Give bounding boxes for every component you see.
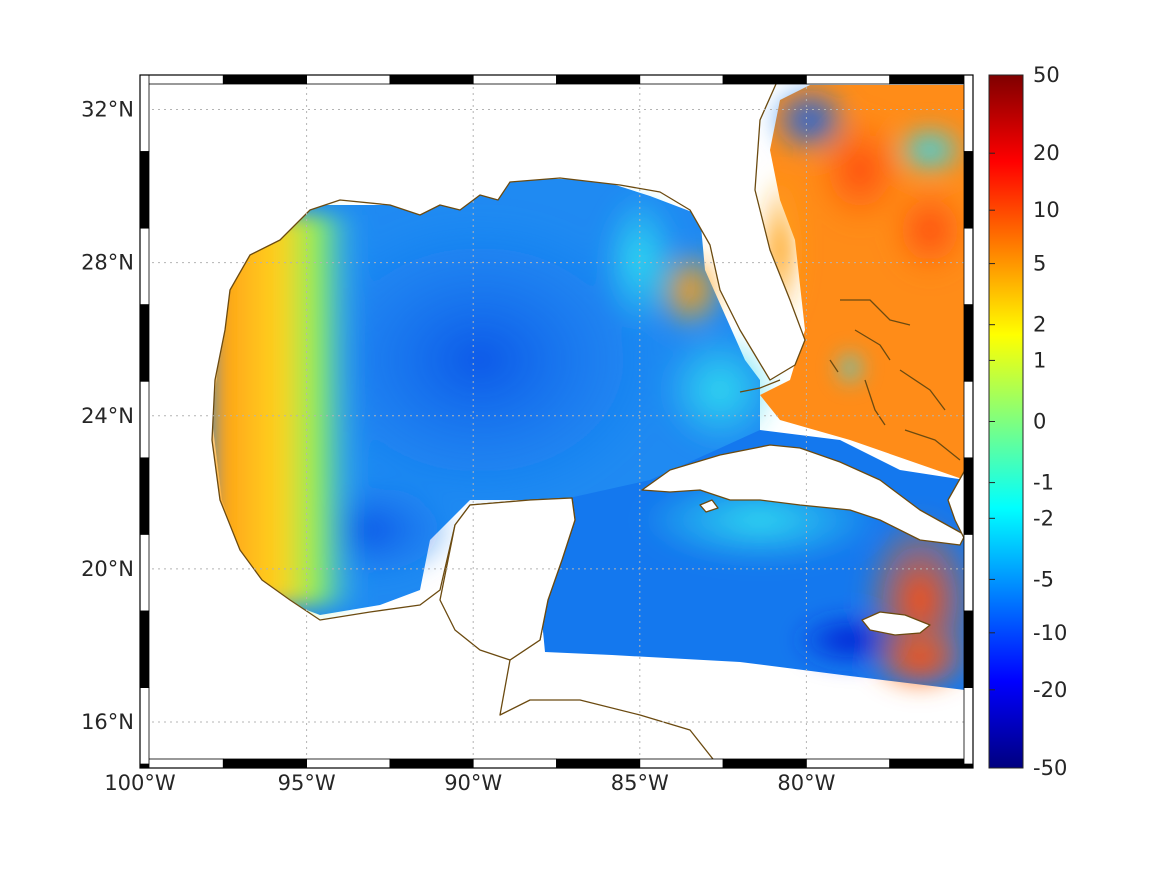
lon-tick-label: 80°W xyxy=(777,771,835,795)
map-frame xyxy=(139,74,974,769)
land-yucatan xyxy=(439,497,576,661)
frame-segment xyxy=(963,227,974,306)
colorbar-tick-label: -1 xyxy=(1033,471,1054,495)
frame-segment xyxy=(389,758,474,769)
frame-segment xyxy=(222,74,308,85)
frame-segment xyxy=(963,687,974,765)
frame-segment xyxy=(306,758,391,769)
land-isle-of-youth xyxy=(699,499,719,513)
colorbar-tick-label: 10 xyxy=(1033,198,1060,222)
colorbar-tick-label: 50 xyxy=(1033,63,1060,87)
frame-segment xyxy=(472,758,557,769)
longitude-tick-labels: 100°W 95°W 90°W 85°W 80°W xyxy=(104,771,835,795)
frame-segment xyxy=(963,380,974,459)
colorbar-tick-label: -20 xyxy=(1033,678,1067,702)
frame-segment xyxy=(139,758,224,769)
frame-segment xyxy=(639,74,724,85)
frame-segment xyxy=(389,74,474,85)
lon-tick-label: 90°W xyxy=(444,771,502,795)
frame-segment xyxy=(722,74,807,85)
land-cuba xyxy=(641,444,966,546)
frame-segment xyxy=(139,380,150,459)
frame-segment xyxy=(306,74,391,85)
lat-tick-label: 24°N xyxy=(81,404,134,428)
colorbar-tick-label: -2 xyxy=(1033,506,1054,530)
frame-segment xyxy=(963,151,974,229)
lon-tick-label: 85°W xyxy=(611,771,669,795)
colorbar-tick-label: 20 xyxy=(1033,141,1060,165)
frame-segment xyxy=(139,151,150,229)
frame-segment xyxy=(963,610,974,688)
frame-segment xyxy=(139,687,150,765)
frame-segment xyxy=(889,758,974,769)
colorbar-tick-label: 2 xyxy=(1033,313,1046,337)
frame-segment xyxy=(722,758,807,769)
frame-segment xyxy=(963,74,974,152)
frame-segment xyxy=(556,74,641,85)
lon-tick-label: 95°W xyxy=(278,771,336,795)
frame-segment xyxy=(889,74,974,85)
frame-segment xyxy=(139,534,150,612)
frame-segment xyxy=(963,457,974,535)
colorbar-tick-label: 5 xyxy=(1033,252,1046,276)
frame-segment xyxy=(639,758,724,769)
land-florida-keys xyxy=(739,379,781,393)
frame-segment xyxy=(139,74,224,85)
colorbar-tick-label: -10 xyxy=(1033,621,1067,645)
land-jamaica xyxy=(861,611,931,636)
lat-tick-label: 16°N xyxy=(81,710,134,734)
frame-segment xyxy=(139,610,150,688)
colorbar-tick-label: 0 xyxy=(1033,410,1046,434)
colorbar-tick-label: -5 xyxy=(1033,567,1054,591)
frame-segment xyxy=(963,304,974,382)
latitude-tick-labels: 32°N 28°N 24°N 20°N 16°N xyxy=(81,97,134,734)
lat-tick-label: 20°N xyxy=(81,557,134,581)
frame-segment xyxy=(139,74,150,152)
land-bahamas xyxy=(829,299,961,461)
frame-segment xyxy=(139,304,150,382)
frame-segment xyxy=(139,227,150,306)
coastlines xyxy=(140,75,966,768)
map-gridlines xyxy=(140,75,973,768)
lat-tick-label: 32°N xyxy=(81,97,134,121)
frame-outline xyxy=(139,74,974,769)
frame-segment xyxy=(963,534,974,612)
frame-segment xyxy=(222,758,308,769)
frame-segment xyxy=(472,74,557,85)
colorbar-tick-label: 1 xyxy=(1033,348,1046,372)
frame-segment xyxy=(806,74,891,85)
lon-tick-label: 100°W xyxy=(104,771,176,795)
frame-segment xyxy=(806,758,891,769)
frame-segment xyxy=(556,758,641,769)
frame-segment xyxy=(139,457,150,535)
colorbar-tick-label: -50 xyxy=(1033,756,1067,780)
lat-tick-label: 28°N xyxy=(81,251,134,275)
